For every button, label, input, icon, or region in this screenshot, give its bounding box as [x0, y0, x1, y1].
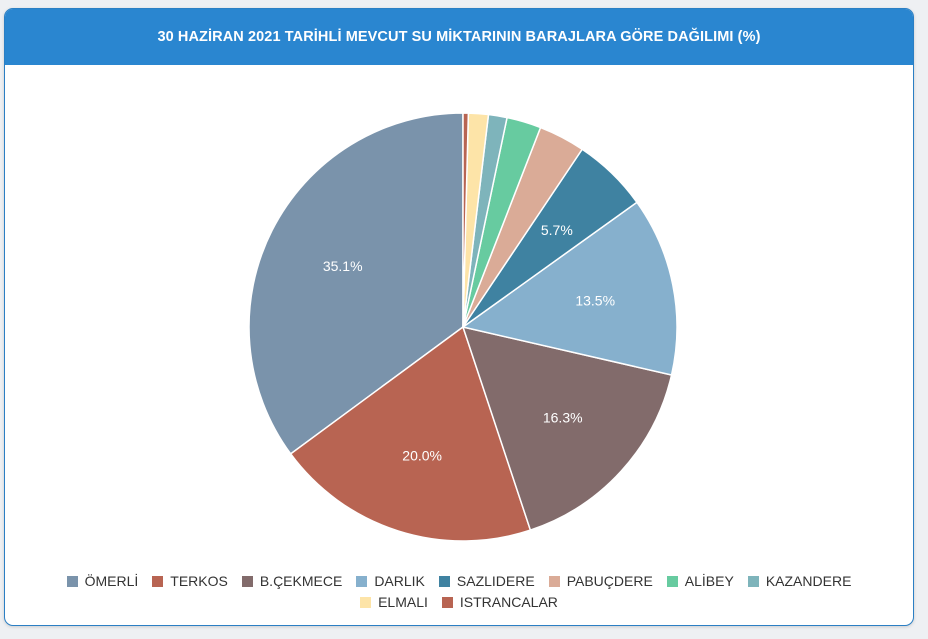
legend-item[interactable]: SAZLIDERE — [438, 573, 535, 589]
legend-swatch — [360, 596, 372, 608]
pie-slice-10[interactable] — [462, 112, 470, 328]
legend-item[interactable]: DARLIK — [356, 573, 425, 589]
legend-label: PABUÇDERE — [566, 573, 653, 589]
legend-label: ISTRANCALAR — [459, 594, 558, 610]
pie-slice-4[interactable] — [461, 201, 678, 376]
legend-swatch — [441, 596, 453, 608]
legend-label: KAZANDERE — [765, 573, 852, 589]
legend-swatch — [356, 575, 368, 587]
legend-swatch — [241, 575, 253, 587]
chart-title: 30 HAZİRAN 2021 TARİHLİ MEVCUT SU MİKTAR… — [5, 9, 913, 65]
legend-swatch — [666, 575, 678, 587]
legend-label: TERKOS — [170, 573, 228, 589]
slice-data-label: 35.1% — [323, 258, 363, 274]
legend-item[interactable]: ELMALI — [360, 594, 428, 610]
legend-item[interactable]: ALİBEY — [666, 573, 734, 589]
chart-card: 30 HAZİRAN 2021 TARİHLİ MEVCUT SU MİKTAR… — [4, 8, 914, 626]
legend-label: DARLIK — [374, 573, 425, 589]
legend-label: ALİBEY — [684, 573, 734, 589]
legend-swatch — [747, 575, 759, 587]
pie-chart: 35.1% 20.0% 16.3% 13.5% 5.7% — [248, 112, 678, 542]
pie-slice-2[interactable] — [289, 325, 532, 542]
slice-data-label: 20.0% — [402, 447, 442, 463]
legend-item[interactable]: ISTRANCALAR — [441, 594, 558, 610]
legend-item[interactable]: PABUÇDERE — [548, 573, 653, 589]
legend-item[interactable]: TERKOS — [152, 573, 228, 589]
legend-swatch — [152, 575, 164, 587]
legend-swatch — [438, 575, 450, 587]
pie-slice-3[interactable] — [461, 325, 673, 532]
legend-swatch — [66, 575, 78, 587]
legend-swatch — [548, 575, 560, 587]
pie-slice-1[interactable] — [248, 112, 464, 455]
legend-label: SAZLIDERE — [456, 573, 535, 589]
legend-item[interactable]: KAZANDERE — [747, 573, 852, 589]
legend-label: ÖMERLİ — [84, 573, 139, 589]
slice-data-label: 13.5% — [575, 292, 615, 308]
slice-data-label: 16.3% — [543, 410, 583, 426]
chart-legend: ÖMERLİ TERKOS B.ÇEKMECE DARLIK SAZLIDERE PABU… — [35, 573, 883, 610]
legend-item[interactable]: B.ÇEKMECE — [241, 573, 343, 589]
slice-data-label: 5.7% — [541, 222, 573, 238]
legend-item[interactable]: ÖMERLİ — [66, 573, 139, 589]
legend-label: ELMALI — [378, 594, 428, 610]
legend-label: B.ÇEKMECE — [259, 573, 343, 589]
